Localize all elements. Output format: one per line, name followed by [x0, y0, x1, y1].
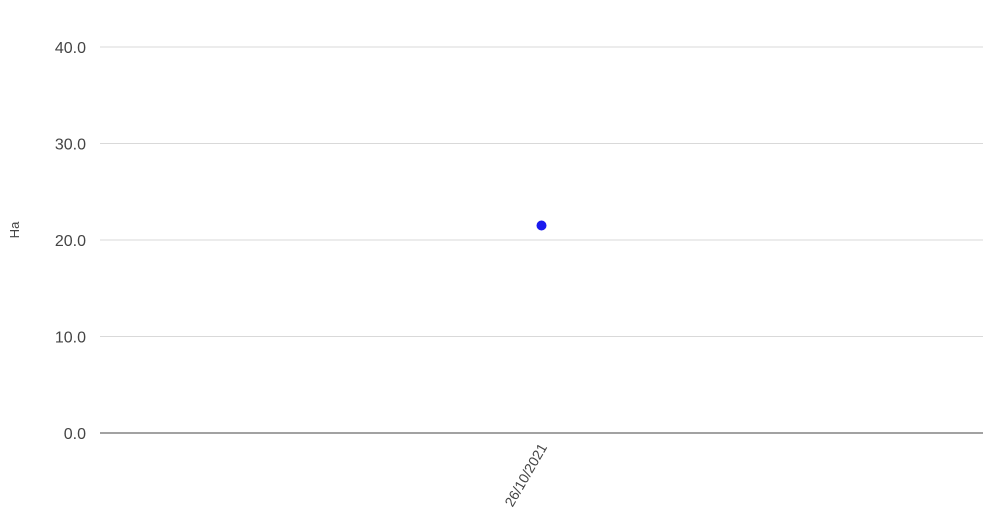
y-tick-label: 30.0 [55, 137, 86, 154]
y-tick-label: 10.0 [55, 330, 86, 347]
y-axis-tick-labels: 0.0 10.0 20.0 30.0 40.0 [55, 40, 86, 443]
data-points [536, 220, 547, 231]
y-tick-label: 20.0 [55, 233, 86, 250]
y-axis-title: Ha [7, 221, 22, 238]
data-point[interactable] [536, 220, 547, 231]
y-tick-label: 0.0 [64, 426, 86, 443]
x-tick-label: 26/10/2021 [501, 440, 550, 509]
y-tick-label: 40.0 [55, 40, 86, 57]
gridlines [100, 46, 983, 434]
x-axis-tick-labels: 26/10/2021 [501, 440, 550, 509]
